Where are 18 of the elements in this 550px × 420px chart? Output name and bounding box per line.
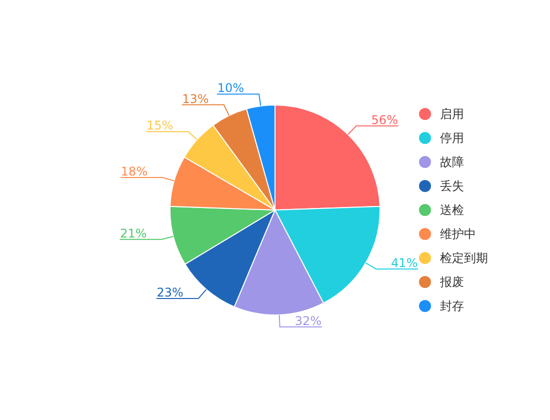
legend-label: 启用 <box>440 107 464 121</box>
data-label: 23% <box>156 285 184 300</box>
data-label: 41% <box>391 256 418 270</box>
legend-label: 故障 <box>440 155 464 169</box>
legend-label: 停用 <box>440 131 464 145</box>
data-label: 21% <box>120 226 147 240</box>
legend-label: 丢失 <box>440 179 464 193</box>
data-label: 15% <box>146 118 174 133</box>
data-label: 13% <box>182 92 209 106</box>
data-label: 56% <box>371 112 398 127</box>
data-label: 10% <box>217 81 244 96</box>
legend-label: 报废 <box>439 275 464 289</box>
legend-label: 送检 <box>440 203 464 217</box>
legend-label: 检定到期 <box>440 251 488 265</box>
data-label: 18% <box>120 164 148 179</box>
legend-label: 维护中 <box>440 227 476 241</box>
data-label: 32% <box>294 314 322 328</box>
legend-label: 封存 <box>440 299 464 313</box>
